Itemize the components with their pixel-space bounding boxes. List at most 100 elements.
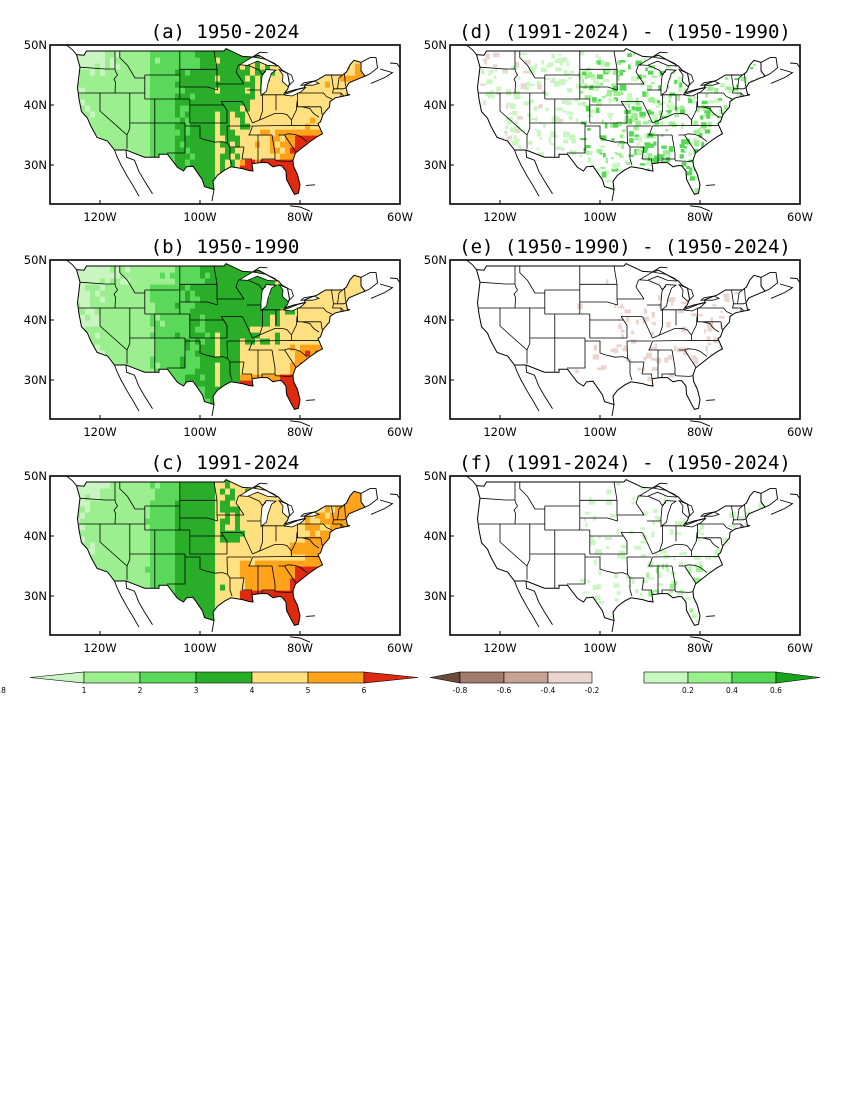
map-panel-f: (f) (1991-2024) - (1950-2024) 120W 100W 80W… (424, 452, 813, 655)
colorbar-label: 5 (306, 686, 311, 695)
panel-title-f: (f) (1991-2024) - (1950-2024) (459, 452, 791, 474)
colorbar-swatch (643, 671, 689, 684)
x-tick-label: 100W (583, 210, 616, 224)
state-boundaries (79, 265, 347, 381)
x-tick-label: 120W (483, 641, 516, 655)
state-boundaries (479, 50, 747, 166)
colorbar-label: 6 (362, 686, 367, 695)
state-boundaries (79, 50, 347, 166)
panel-title-b: (b) 1950-1990 (151, 236, 300, 258)
colorbar-swatch (139, 671, 197, 684)
colorbar-swatch (459, 671, 505, 684)
x-tick-label: 100W (183, 641, 216, 655)
colorbar-swatch (547, 671, 593, 684)
y-tick-label: 50N (424, 38, 447, 52)
y-tick-label: 40N (24, 529, 47, 543)
colorbar-label: 0.8 (0, 686, 6, 695)
colorbar-label: -0.6 (497, 686, 512, 695)
y-tick-label: 30N (424, 589, 447, 603)
y-tick-label: 50N (24, 469, 47, 483)
map-panel-c: (c) 1991-2024 120W 100W 80W 60W 50N 40N 30N (24, 452, 413, 655)
coastline (75, 47, 366, 195)
x-tick-label: 60W (387, 641, 413, 655)
colorbar-label: 0.6 (770, 686, 782, 695)
y-tick-label: 30N (24, 589, 47, 603)
map-frame (49, 475, 401, 636)
panel-title-e: (e) (1950-1990) - (1950-2024) (459, 236, 791, 258)
colorbar-label: 1 (82, 686, 87, 695)
colorbar-label: 3 (194, 686, 199, 695)
colorbar-arrow-right (363, 671, 419, 684)
x-tick-label: 100W (183, 210, 216, 224)
coastline (475, 478, 766, 626)
panel-title-c: (c) 1991-2024 (151, 452, 300, 474)
map-panel-b: (b) 1950-1990 120W 100W 80W 60W 50N 40N 30N (24, 236, 413, 439)
y-tick-label: 50N (24, 38, 47, 52)
coastline (475, 262, 766, 410)
colorbar-arrow-left (29, 671, 85, 684)
panel-title-a: (a) 1950-2024 (151, 21, 300, 43)
x-tick-label: 80W (687, 425, 713, 439)
x-tick-label: 120W (483, 425, 516, 439)
colorbar-label: 0.2 (682, 686, 694, 695)
y-tick-label: 30N (424, 373, 447, 387)
colorbar-swatch (503, 671, 549, 684)
y-tick-label: 50N (424, 253, 447, 267)
colorbar-swatch (251, 671, 309, 684)
x-tick-label: 120W (483, 210, 516, 224)
x-tick-label: 80W (687, 210, 713, 224)
map-frame (449, 44, 801, 205)
colorbars: 1 2 3 4 5 6 -0.8 -0.6 -0.4 -0.2 0.2 0.4 0.6 0.8 (0, 671, 821, 695)
x-tick-label: 120W (83, 641, 116, 655)
x-tick-label: 60W (787, 210, 813, 224)
y-tick-label: 40N (24, 313, 47, 327)
y-tick-label: 30N (424, 158, 447, 172)
y-tick-label: 50N (424, 469, 447, 483)
state-boundaries (79, 481, 347, 597)
x-tick-label: 80W (287, 210, 313, 224)
colorbar-label: -0.4 (541, 686, 556, 695)
colorbar-difference-negative: -0.8 -0.6 -0.4 -0.2 (429, 671, 600, 695)
map-frame (449, 259, 801, 420)
x-tick-label: 60W (787, 641, 813, 655)
map-panel-a: (a) 1950-2024 120W 100W 80W 60W 50N 40N 30N (24, 21, 413, 224)
y-tick-label: 50N (24, 253, 47, 267)
colorbar-absolute: 1 2 3 4 5 6 (29, 671, 419, 695)
colorbar-swatch (83, 671, 141, 684)
coastline (75, 262, 366, 410)
x-tick-label: 60W (787, 425, 813, 439)
coastline (475, 47, 766, 195)
panel-title-d: (d) (1991-2024) - (1950-1990) (459, 21, 791, 43)
x-tick-label: 60W (387, 210, 413, 224)
y-tick-label: 40N (24, 98, 47, 112)
colorbar-swatch (687, 671, 733, 684)
state-boundaries (479, 481, 747, 597)
colorbar-arrow-left (429, 671, 461, 684)
y-tick-label: 40N (424, 313, 447, 327)
colorbar-difference-positive: 0.2 0.4 0.6 0.8 (0, 671, 821, 695)
colorbar-label: 0.4 (726, 686, 738, 695)
y-tick-label: 40N (424, 529, 447, 543)
x-tick-label: 80W (687, 641, 713, 655)
x-tick-label: 100W (583, 425, 616, 439)
map-panel-e: (e) (1950-1990) - (1950-2024) 120W 100W 80W… (424, 236, 813, 439)
x-tick-label: 60W (387, 425, 413, 439)
x-tick-label: 100W (583, 641, 616, 655)
colorbar-label: 4 (250, 686, 255, 695)
y-tick-label: 30N (24, 158, 47, 172)
y-tick-label: 40N (424, 98, 447, 112)
map-frame (449, 475, 801, 636)
y-tick-label: 30N (24, 373, 47, 387)
map-frame (49, 259, 401, 420)
colorbar-arrow-right (775, 671, 821, 684)
colorbar-swatch (731, 671, 777, 684)
colorbar-label: -0.2 (585, 686, 600, 695)
x-tick-label: 80W (287, 641, 313, 655)
map-frame (49, 44, 401, 205)
x-tick-label: 120W (83, 210, 116, 224)
x-tick-label: 100W (183, 425, 216, 439)
coastline (75, 478, 366, 626)
colorbar-swatch (307, 671, 365, 684)
map-panels: (a) 1950-2024 120W 100W 80W 60W 50N 40N 30N (b) … (24, 21, 813, 655)
